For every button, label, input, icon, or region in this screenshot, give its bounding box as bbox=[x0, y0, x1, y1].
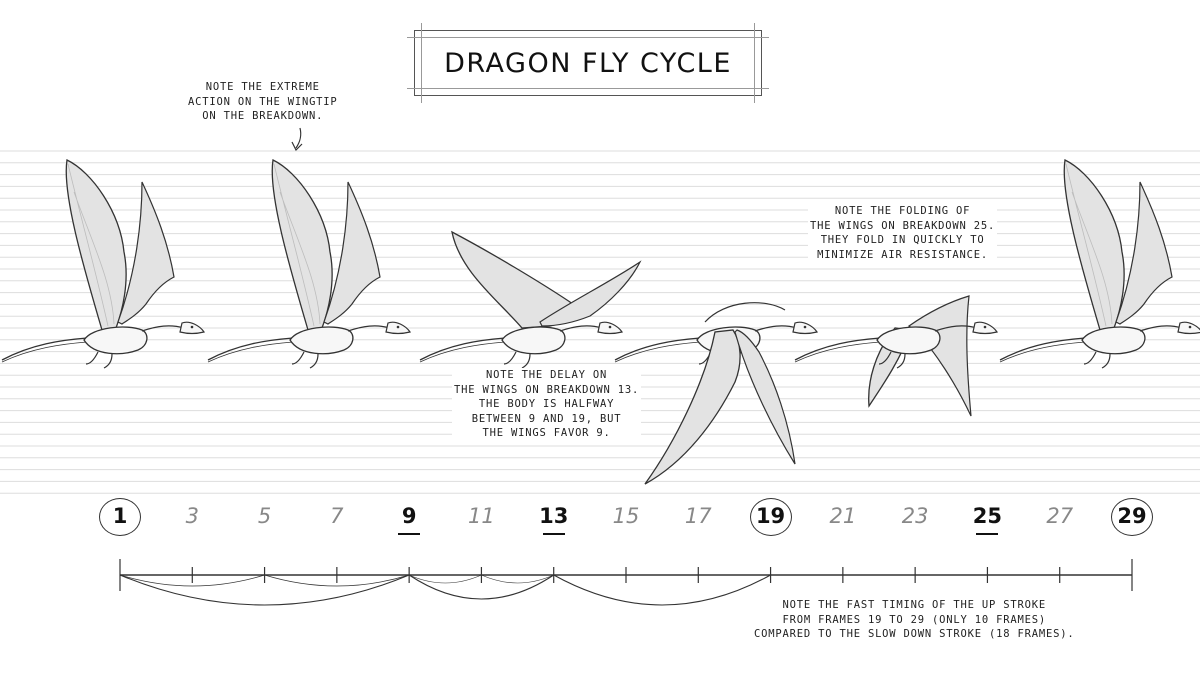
note-line: NOTE THE FOLDING OF bbox=[834, 205, 971, 217]
dragon-head bbox=[1177, 321, 1200, 335]
dragon-wing-far bbox=[117, 181, 175, 325]
frame-label-9: 9 bbox=[384, 502, 434, 535]
spacing-arc bbox=[119, 574, 265, 587]
dragon-legs bbox=[503, 351, 531, 369]
dragon-tail bbox=[999, 337, 1086, 361]
spacing-arc bbox=[408, 574, 555, 600]
dragon-tail bbox=[794, 337, 881, 361]
note-arrow-head bbox=[291, 141, 303, 152]
wing-bones bbox=[1065, 163, 1113, 327]
dragon-body bbox=[289, 326, 354, 355]
frame-label-1: 1 bbox=[95, 498, 145, 536]
dragon-wing-near bbox=[271, 159, 333, 331]
dragon-wing-far bbox=[907, 295, 972, 417]
dragon-tail bbox=[419, 337, 506, 361]
frame-label-13: 13 bbox=[529, 502, 579, 535]
dragon-frame-13 bbox=[419, 230, 642, 369]
note-line: THE WINGS FAVOR 9. bbox=[482, 427, 611, 439]
dragon-legs bbox=[878, 351, 906, 369]
note-timing: NOTE THE FAST TIMING OF THE UP STROKE FR… bbox=[752, 598, 1077, 642]
dragon-frame-25 bbox=[794, 295, 998, 417]
dragon-wing-near bbox=[65, 159, 127, 331]
note-line: MINIMIZE AIR RESISTANCE. bbox=[817, 248, 989, 261]
frame-label-5: 5 bbox=[257, 504, 272, 528]
note-arrow bbox=[295, 127, 302, 149]
dragon-frame-19 bbox=[614, 302, 818, 485]
dragon-wing-near bbox=[1063, 159, 1125, 331]
dragon-body bbox=[1081, 326, 1146, 355]
note-line: THE BODY IS HALFWAY bbox=[478, 398, 615, 410]
dragon-tail-edge bbox=[794, 341, 881, 363]
dragon-tail-edge bbox=[614, 341, 701, 363]
dragon-tail bbox=[614, 337, 701, 361]
dragon-poses bbox=[1, 127, 1200, 485]
note-line: FROM FRAMES 19 TO 29 (ONLY 10 FRAMES) bbox=[782, 613, 1046, 626]
dragon-eye bbox=[608, 325, 612, 329]
note-folding: NOTE THE FOLDING OF THE WINGS ON BREAKDO… bbox=[808, 204, 998, 262]
note-line: ACTION ON THE WINGTIP bbox=[188, 95, 338, 108]
frame-label-27: 27 bbox=[1046, 504, 1074, 528]
frame-label-23: 23 bbox=[901, 504, 929, 528]
dragon-tail-edge bbox=[1, 341, 88, 363]
frame-label-21: 21 bbox=[829, 504, 857, 528]
dragon-legs bbox=[291, 351, 319, 369]
dragon-tail-edge bbox=[207, 341, 294, 363]
note-line: NOTE THE DELAY ON bbox=[486, 369, 608, 381]
note-delay: NOTE THE DELAY ON THE WINGS ON BREAKDOWN… bbox=[452, 368, 642, 441]
frame-label-29: 29 bbox=[1107, 498, 1157, 536]
note-line: NOTE THE FAST TIMING OF THE UP STROKE bbox=[782, 599, 1046, 611]
dragon-eye bbox=[803, 325, 807, 329]
spacing-arc bbox=[481, 574, 554, 584]
dragon-wing-near bbox=[644, 329, 741, 485]
dragon-tail-edge bbox=[999, 341, 1086, 363]
wing-arm bbox=[704, 302, 786, 323]
dragon-wing-far bbox=[323, 181, 381, 325]
frame-label-19: 19 bbox=[746, 498, 796, 536]
dragon-frame-29 bbox=[999, 159, 1200, 369]
dragon-body bbox=[876, 326, 941, 355]
dragon-frame-1 bbox=[1, 159, 205, 369]
note-line: NOTE THE EXTREME bbox=[205, 81, 320, 93]
note-line: ON THE BREAKDOWN. bbox=[202, 110, 324, 122]
dragon-tail bbox=[1, 337, 88, 361]
spacing-arc bbox=[264, 574, 410, 587]
note-extreme-action: NOTE THE EXTREME ACTION ON THE WINGTIP O… bbox=[186, 80, 340, 124]
dragon-eye bbox=[983, 325, 987, 329]
dragon-legs bbox=[85, 351, 113, 369]
dragon-legs bbox=[1083, 351, 1111, 369]
dragon-eye bbox=[190, 325, 194, 329]
spacing-arc bbox=[409, 574, 482, 584]
dragon-body bbox=[83, 326, 148, 355]
frame-label-7: 7 bbox=[330, 504, 344, 528]
spacing-arc bbox=[553, 574, 771, 606]
page-title: DRAGON FLY CYCLE bbox=[444, 47, 732, 79]
spacing-guide-lines bbox=[0, 150, 1200, 494]
frame-label-25: 25 bbox=[962, 502, 1012, 535]
dragon-wing-far bbox=[539, 260, 642, 327]
note-line: THE WINGS ON BREAKDOWN 25. bbox=[810, 219, 996, 232]
dragon-eye bbox=[396, 325, 400, 329]
dragon-eye bbox=[1188, 325, 1192, 329]
title-box: DRAGON FLY CYCLE bbox=[407, 23, 769, 103]
wing-bones bbox=[67, 163, 115, 327]
dragon-wing-far bbox=[734, 329, 796, 465]
timing-chart bbox=[119, 559, 1133, 606]
dragon-wing-far bbox=[1115, 181, 1173, 325]
frame-label-17: 17 bbox=[684, 504, 712, 528]
dragon-tail-edge bbox=[419, 341, 506, 363]
spacing-arc bbox=[119, 574, 410, 606]
note-line: THE WINGS ON BREAKDOWN 13. bbox=[454, 383, 640, 396]
frame-label-15: 15 bbox=[612, 504, 640, 528]
dragon-tail bbox=[207, 337, 294, 361]
note-line: BETWEEN 9 AND 19, BUT bbox=[471, 412, 622, 425]
wing-bones bbox=[273, 163, 321, 327]
frame-label-11: 11 bbox=[468, 504, 495, 528]
note-line: COMPARED TO THE SLOW DOWN STROKE (18 FRA… bbox=[754, 628, 1075, 640]
frame-label-3: 3 bbox=[185, 504, 199, 528]
note-line: THEY FOLD IN QUICKLY TO bbox=[820, 234, 985, 246]
dragon-body bbox=[501, 326, 566, 355]
dragon-frame-9 bbox=[207, 159, 411, 369]
